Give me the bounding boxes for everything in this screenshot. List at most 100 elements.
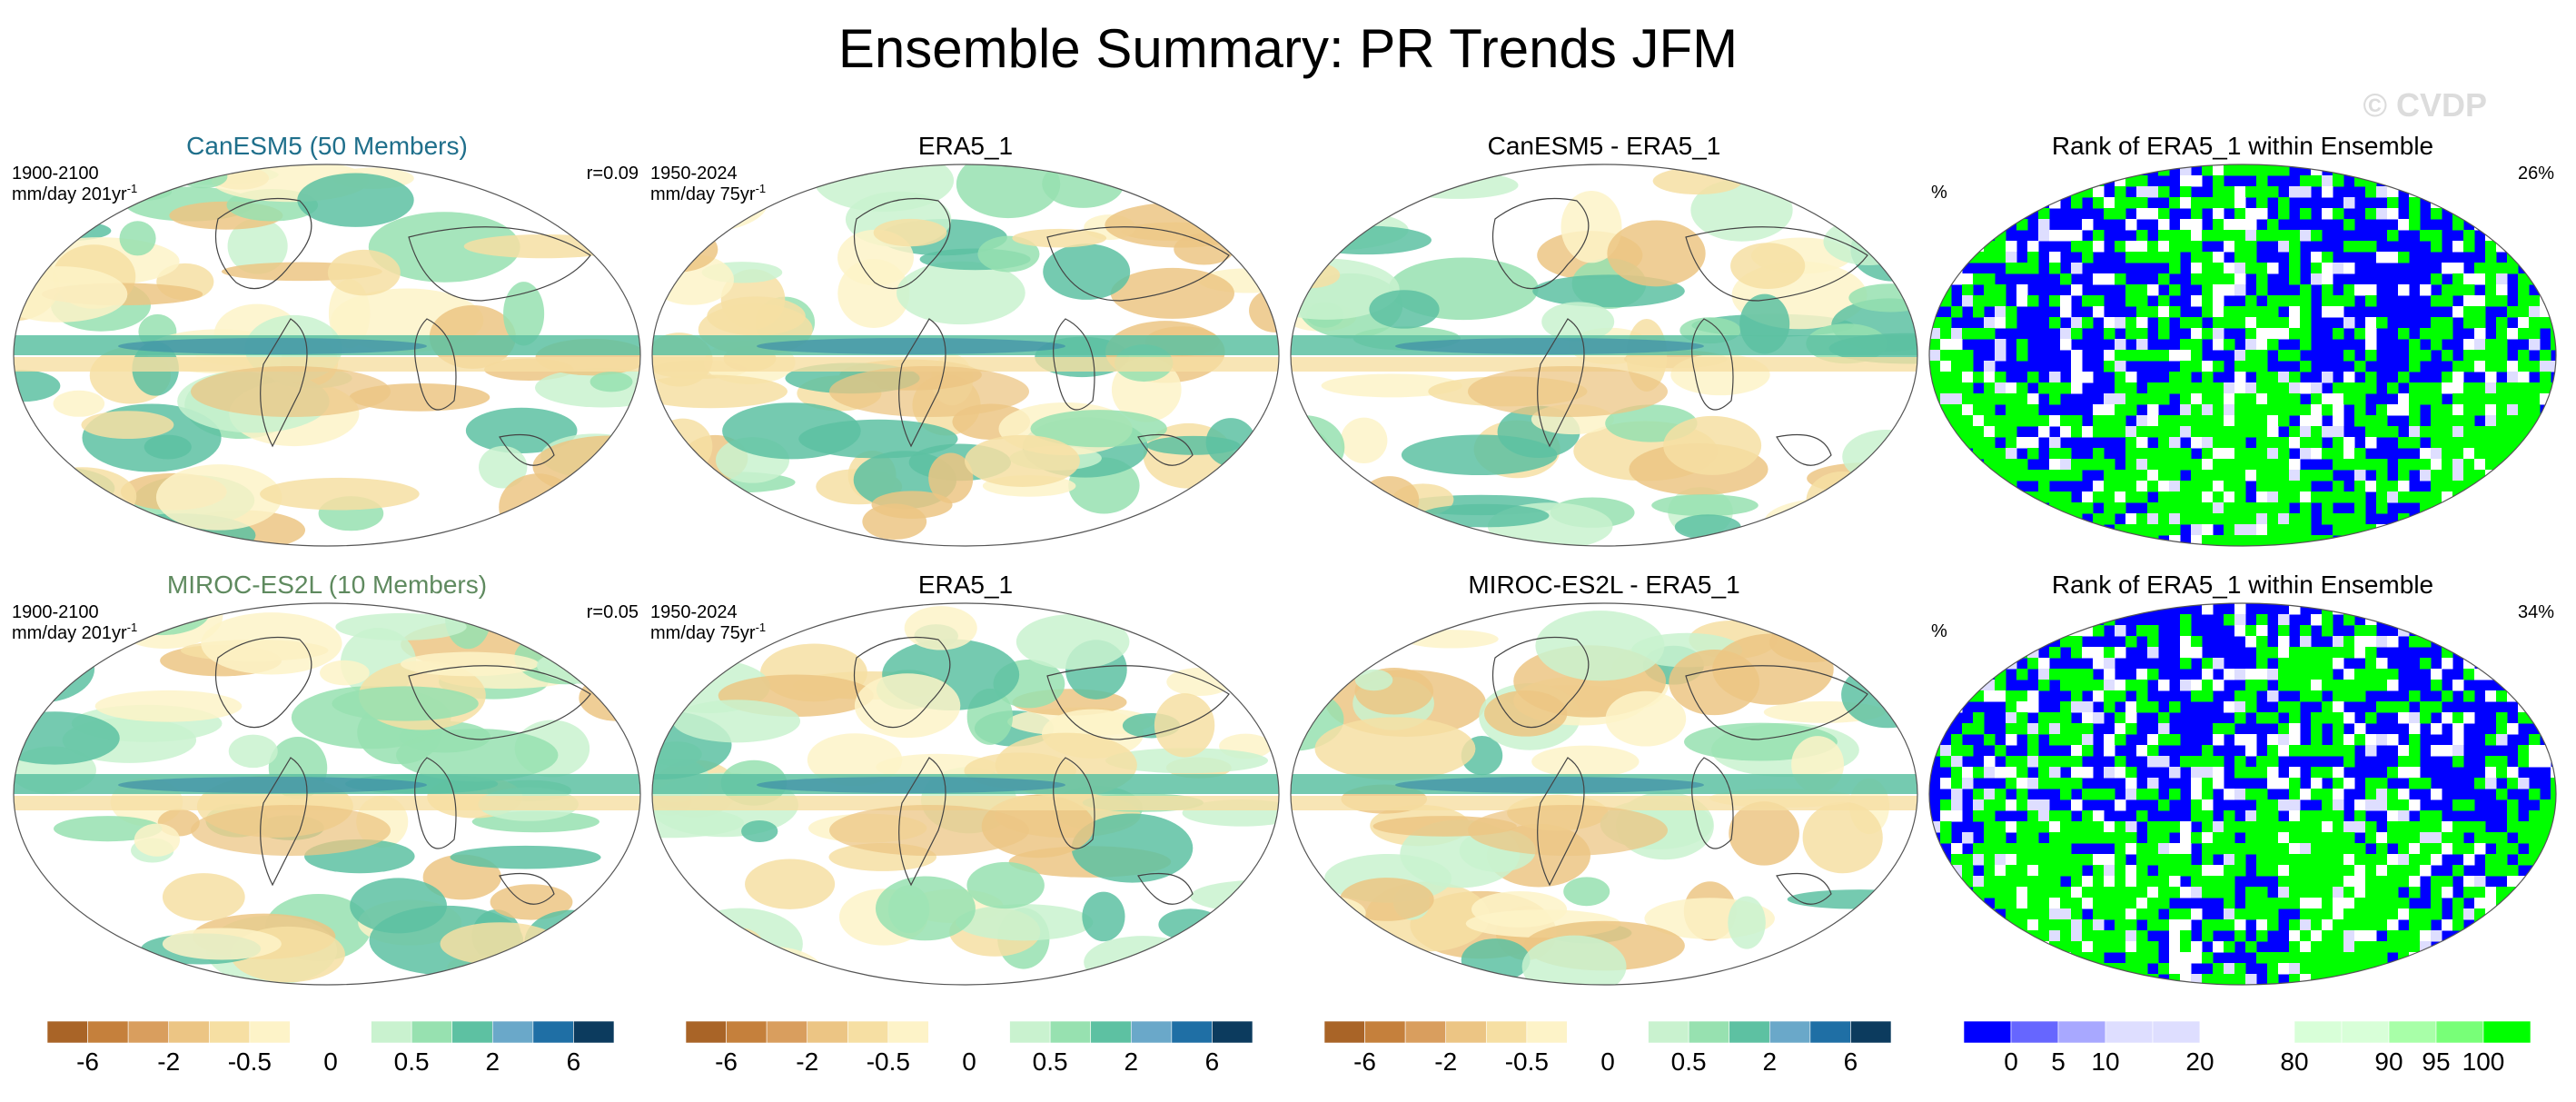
colorbar-tick-label: 20 [2185, 1047, 2214, 1076]
colorbar-tick-label: 6 [1205, 1047, 1220, 1076]
colorbar-swatch [2341, 1020, 2390, 1044]
map-panel-7: MIROC-ES2L - ERA5_1 [1290, 571, 1918, 986]
colorbar-swatch [491, 1020, 534, 1044]
colorbar-swatch [1526, 1020, 1568, 1044]
colorbar-swatch [2435, 1020, 2484, 1044]
colorbar-tick-label: 100 [2462, 1047, 2505, 1076]
colorbar-swatch [1729, 1020, 1770, 1044]
panel-period-label: % [1931, 183, 1947, 203]
panel-units-exponent: -1 [127, 182, 138, 195]
colorbar-swatch [1130, 1020, 1173, 1044]
map-outline [1928, 164, 2557, 547]
colorbar-swatch [1485, 1020, 1528, 1044]
colorbar-tick-label: -6 [1353, 1047, 1376, 1076]
colorbar-swatch [887, 1020, 929, 1044]
panel-title: MIROC-ES2L - ERA5_1 [1468, 571, 1739, 599]
colorbar-swatch [1090, 1020, 1132, 1044]
colorbar-row: -6 -2 -0.5 0 0.5 2 6 -6 -2 -0.5 0 0.5 2 6 -6 -2 -0.5 0 0.5… [46, 1020, 2531, 1076]
colorbar-tick-label: 2 [485, 1047, 500, 1076]
colorbar-swatch [1688, 1020, 1730, 1044]
colorbar-swatch [573, 1020, 615, 1044]
colorbar-tick-label: -2 [157, 1047, 180, 1076]
colorbar-tick-label: 10 [2091, 1047, 2119, 1076]
panel-title: ERA5_1 [918, 132, 1013, 160]
colorbar-tick-label: -0.5 [867, 1047, 910, 1076]
map-outline [13, 602, 641, 986]
map-field [652, 164, 1279, 546]
colorbar-swatch [290, 1020, 332, 1044]
colorbar-swatch [1323, 1020, 1365, 1044]
map-field [652, 603, 1279, 985]
panel-stat-label: r=0.09 [587, 164, 639, 184]
colorbar-tick-label: 0 [962, 1047, 976, 1076]
panel-title: Rank of ERA5_1 within Ensemble [2052, 132, 2433, 160]
colorbar-tick-label: 5 [2051, 1047, 2066, 1076]
colorbar-1: -6 -2 -0.5 0 0.5 2 6 [46, 1020, 615, 1076]
panel-title: CanESM5 - ERA5_1 [1488, 132, 1721, 160]
colorbar-swatch [928, 1020, 970, 1044]
colorbar-swatch [1049, 1020, 1092, 1044]
panel-stat-label: 26% [2518, 164, 2554, 184]
colorbar-tick-label: 2 [1124, 1047, 1138, 1076]
colorbar-swatch [726, 1020, 768, 1044]
colorbar-swatch [685, 1020, 727, 1044]
panel-stat-label: r=0.05 [587, 602, 639, 622]
colorbar-swatch [87, 1020, 129, 1044]
map-field [14, 164, 640, 546]
colorbar-tick-label: -0.5 [228, 1047, 272, 1076]
colorbar-swatch [46, 1020, 88, 1044]
colorbar-swatch [2482, 1020, 2531, 1044]
colorbar-tick-label: 0 [2004, 1047, 2018, 1076]
colorbar-swatch [1648, 1020, 1689, 1044]
colorbar-tick-label: -6 [76, 1047, 99, 1076]
map-panel-4: Rank of ERA5_1 within Ensemble% 26% [1928, 132, 2557, 547]
map-field [1291, 603, 1917, 985]
colorbar-tick-label: 2 [1762, 1047, 1777, 1076]
colorbar-swatch [2010, 1020, 2059, 1044]
colorbar-tick-label: 6 [1844, 1047, 1858, 1076]
panel-period-label: 1950-2024 [650, 602, 738, 622]
cvdp-watermark: © CVDP [2363, 86, 2487, 124]
colorbar-3: -6 -2 -0.5 0 0.5 2 6 [1323, 1020, 1892, 1076]
colorbar-swatch [847, 1020, 889, 1044]
colorbar-swatch [1364, 1020, 1406, 1044]
colorbar-tick-label: 6 [567, 1047, 581, 1076]
colorbar-tick-label: -2 [1434, 1047, 1457, 1076]
colorbar-tick-label: 0 [1600, 1047, 1615, 1076]
map-panel-3: CanESM5 - ERA5_1 [1290, 132, 1918, 547]
colorbar-tick-label: 0 [323, 1047, 338, 1076]
panel-units-exponent: -1 [127, 620, 138, 634]
colorbar-swatch [807, 1020, 848, 1044]
colorbar-tick-label: -0.5 [1505, 1047, 1549, 1076]
panel-period-label: 1900-2100 [12, 164, 99, 184]
colorbar-swatch [766, 1020, 808, 1044]
colorbar-swatch [2246, 1020, 2295, 1044]
colorbar-swatch [1212, 1020, 1253, 1044]
panel-units-exponent: -1 [756, 620, 767, 634]
colorbar-swatch [1171, 1020, 1213, 1044]
map-field [14, 603, 640, 985]
colorbar-tick-label: -2 [796, 1047, 818, 1076]
panel-units-label: mm/day 75yr-1 [650, 620, 766, 643]
panel-title: CanESM5 (50 Members) [186, 132, 468, 160]
colorbar-swatch [371, 1020, 412, 1044]
colorbar-swatch [1567, 1020, 1609, 1044]
panel-period-label: % [1931, 621, 1947, 641]
colorbar-swatch [1809, 1020, 1851, 1044]
colorbar-swatch [330, 1020, 372, 1044]
colorbar-swatch [1769, 1020, 1811, 1044]
colorbar-swatch [451, 1020, 493, 1044]
panel-units-label: mm/day 201yr-1 [12, 620, 137, 643]
colorbar-swatch [1607, 1020, 1649, 1044]
colorbar-swatch [2152, 1020, 2201, 1044]
colorbar-swatch [249, 1020, 291, 1044]
map-outline [1290, 164, 1918, 547]
panel-units-label: mm/day 75yr-1 [650, 182, 766, 204]
panel-period-label: 1900-2100 [12, 602, 99, 622]
colorbar-swatch [2105, 1020, 2154, 1044]
